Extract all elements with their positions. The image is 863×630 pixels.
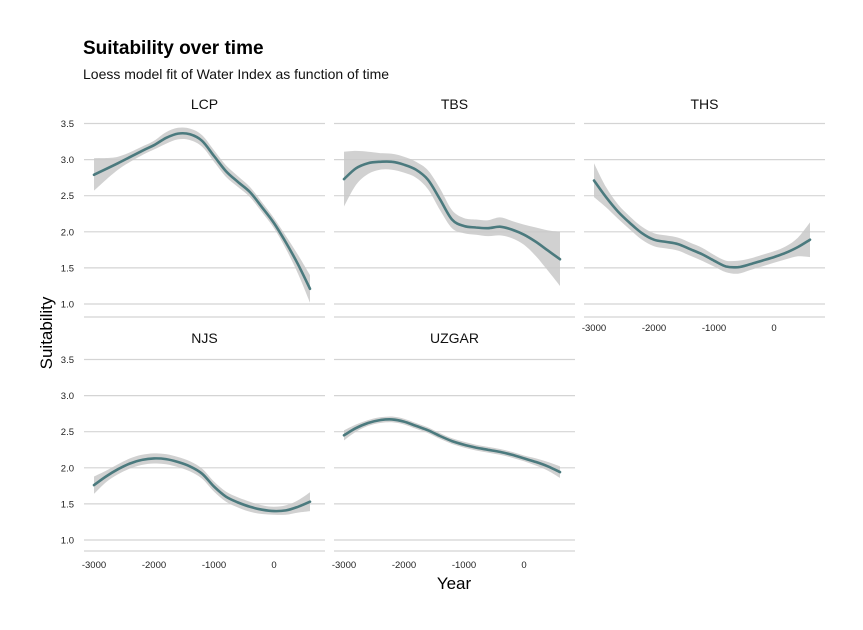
y-tick-label: 2.5: [61, 191, 74, 202]
confidence-band: [344, 416, 560, 478]
chart-title: Suitability over time: [83, 38, 264, 59]
x-tick-label: -3000: [582, 323, 606, 334]
x-tick-label: -1000: [702, 323, 726, 334]
facet-label: UZGAR: [430, 330, 479, 346]
facet-label: THS: [691, 96, 719, 112]
y-tick-label: 1.0: [61, 536, 74, 547]
y-tick-label: 1.5: [61, 263, 74, 274]
y-tick-label: 3.5: [61, 355, 74, 366]
x-tick-label: 0: [271, 560, 276, 571]
x-tick-label: -2000: [142, 560, 166, 571]
x-tick-label: -3000: [332, 560, 356, 571]
x-tick-label: 0: [771, 323, 776, 334]
loess-fit-line: [592, 179, 812, 269]
facet-label: TBS: [441, 96, 468, 112]
x-tick-label: -1000: [202, 560, 226, 571]
chart-subtitle: Loess model fit of Water Index as functi…: [83, 66, 389, 82]
x-tick-label: -2000: [642, 323, 666, 334]
loess-fit-line: [92, 131, 312, 291]
loess-fit-line: [342, 160, 562, 261]
confidence-band: [594, 163, 810, 274]
y-tick-label: 2.5: [61, 427, 74, 438]
facet-panel-lcp: LCP 1.0 1.5 2.0 2.5 3.0 3.5: [61, 96, 325, 318]
y-tick-label: 3.0: [61, 155, 74, 166]
facet-label: NJS: [191, 330, 217, 346]
y-axis-title: Suitability: [37, 296, 56, 369]
x-axis-title: Year: [437, 574, 472, 593]
y-tick-label: 3.0: [61, 391, 74, 402]
y-tick-label: 1.0: [61, 300, 74, 311]
facet-panels: LCP 1.0 1.5 2.0 2.5 3.0 3.5 TBS THS -3000 -2000 -10…: [61, 96, 825, 571]
confidence-band: [94, 453, 310, 515]
confidence-band: [94, 127, 310, 303]
y-tick-label: 3.5: [61, 119, 74, 130]
loess-fit-line: [92, 457, 312, 513]
y-tick-label: 1.5: [61, 499, 74, 510]
x-tick-label: -2000: [392, 560, 416, 571]
y-tick-label: 2.0: [61, 463, 74, 474]
y-tick-label: 2.0: [61, 227, 74, 238]
facet-panel-njs: NJS 1.0 1.5 2.0 2.5 3.0 3.5 -3000 -2000 -1000 0: [61, 330, 325, 571]
facet-panel-tbs: TBS: [334, 96, 575, 318]
x-tick-label: -1000: [452, 560, 476, 571]
facet-panel-ths: THS -3000 -2000 -1000 0: [582, 96, 825, 334]
facet-panel-uzgar: UZGAR -3000 -2000 -1000 0: [332, 330, 575, 571]
facet-label: LCP: [191, 96, 218, 112]
x-tick-label: 0: [521, 560, 526, 571]
loess-fit-line: [342, 418, 562, 474]
x-tick-label: -3000: [82, 560, 106, 571]
